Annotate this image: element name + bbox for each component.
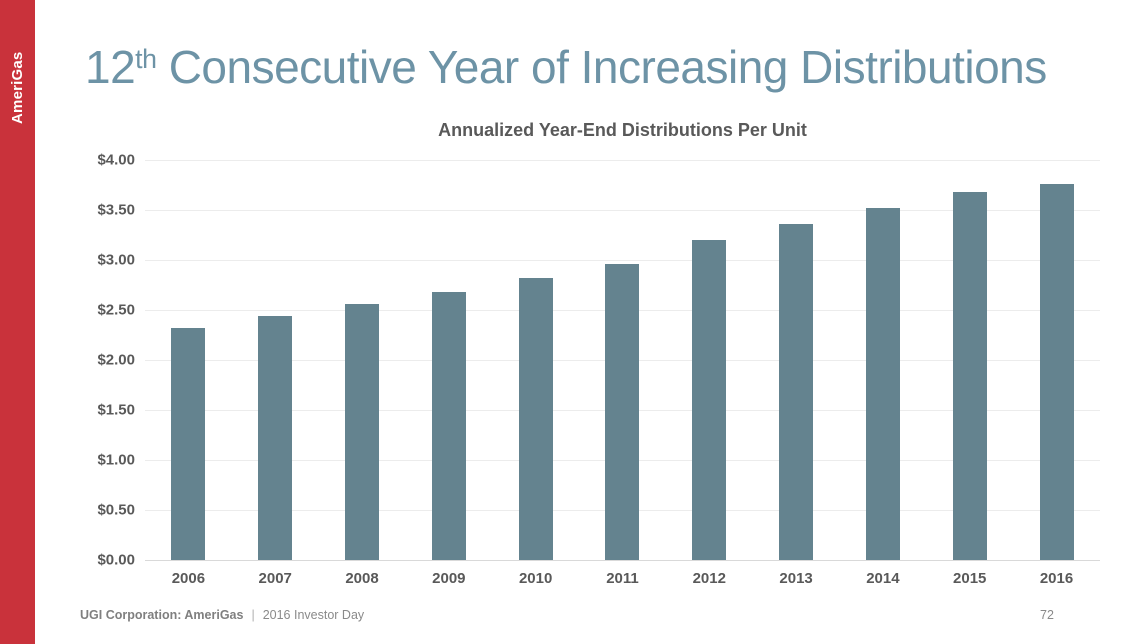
page-number: 72 xyxy=(1040,608,1054,622)
bar-slot xyxy=(1013,160,1100,560)
gridline xyxy=(145,160,1100,161)
slide-title: 12th Consecutive Year of Increasing Dist… xyxy=(85,40,1125,94)
x-tick-label: 2008 xyxy=(345,570,379,587)
x-tick-label: 2011 xyxy=(606,570,639,587)
x-tick-label: 2006 xyxy=(171,570,206,587)
bar-2009 xyxy=(431,292,466,560)
y-tick-label: $1.00 xyxy=(97,451,135,469)
footer-event: 2016 Investor Day xyxy=(262,608,365,622)
x-tick-label: 2009 xyxy=(432,570,466,587)
y-tick-label: $0.50 xyxy=(97,501,135,519)
bar-slot xyxy=(579,160,666,560)
bar-2012 xyxy=(692,240,727,560)
y-tick-label: $0.00 xyxy=(97,551,135,569)
bar-slot xyxy=(232,160,319,560)
y-tick-label: $3.50 xyxy=(97,201,135,219)
x-axis-baseline xyxy=(145,560,1100,561)
y-axis: $4.00 $3.50 $3.00 $2.50 $2.00 $1.50 $1.00 $0.50… xyxy=(85,152,145,569)
bar-2011 xyxy=(605,264,640,560)
x-tick-label: 2014 xyxy=(866,570,900,587)
bar-slot xyxy=(319,160,406,560)
x-tick-label: 2013 xyxy=(779,570,813,587)
y-tick-label: $2.50 xyxy=(97,301,135,319)
y-tick-label: $2.00 xyxy=(97,351,135,369)
bar-slot xyxy=(666,160,753,560)
slide-title-text: Consecutive Year of Increasing Distribut… xyxy=(156,41,1048,93)
bar-slot xyxy=(145,160,232,560)
y-tick-label: $1.50 xyxy=(97,401,135,419)
x-axis: 2006 2007 2008 2009 2010 2011 2012 2013 2014 2015… xyxy=(145,560,1100,587)
slide-title-superscript: th xyxy=(135,44,157,75)
brand-label: AmeriGas xyxy=(9,51,26,125)
bar-slot xyxy=(405,160,492,560)
bar-2016 xyxy=(1039,184,1074,560)
gridline xyxy=(145,210,1100,211)
bar-slot xyxy=(492,160,579,560)
bar-2015 xyxy=(952,192,987,560)
plot-area xyxy=(145,160,1100,561)
bar-slot xyxy=(926,160,1013,560)
y-tick-label: $3.00 xyxy=(97,251,135,269)
bar-2007 xyxy=(258,316,293,560)
footer-company: UGI Corporation: AmeriGas xyxy=(80,608,244,622)
bar-2014 xyxy=(865,208,900,560)
x-tick-label: 2007 xyxy=(258,570,292,587)
chart-title: Annualized Year-End Distributions Per Un… xyxy=(438,120,807,140)
bar-2008 xyxy=(345,304,380,560)
footer: UGI Corporation: AmeriGas | 2016 Investor … xyxy=(80,608,1146,622)
x-tick-label: 2010 xyxy=(518,570,553,587)
x-tick-label: 2016 xyxy=(1039,570,1074,587)
distributions-bar-chart: Annualized Year-End Distributions Per Un… xyxy=(85,120,1100,587)
bar-2006 xyxy=(171,328,206,560)
bar-slot xyxy=(753,160,840,560)
bar-slot xyxy=(840,160,927,560)
gridline xyxy=(145,260,1100,261)
x-tick-label: 2015 xyxy=(953,570,987,587)
slide-title-number: 12 xyxy=(85,41,136,93)
bar-2013 xyxy=(779,224,814,560)
brand-sidebar: AmeriGas xyxy=(0,0,35,644)
bars-container xyxy=(145,160,1100,560)
y-tick-label: $4.00 xyxy=(97,151,135,169)
bar-2010 xyxy=(518,278,553,560)
plot-row: $4.00 $3.50 $3.00 $2.50 $2.00 $1.50 $1.00 $0.50… xyxy=(85,152,1100,569)
x-tick-label: 2012 xyxy=(692,570,726,587)
footer-separator: | xyxy=(251,608,255,622)
